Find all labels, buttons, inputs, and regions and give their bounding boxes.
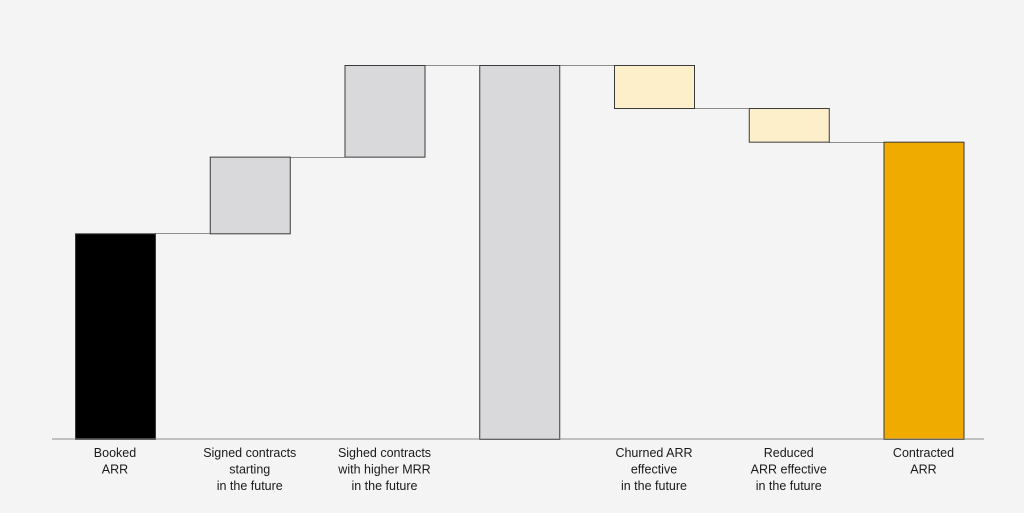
category-label-line: with higher MRR	[337, 463, 430, 477]
category-label-line: in the future	[621, 479, 687, 493]
category-label-line: Contracted	[893, 446, 954, 460]
category-label-line: ARR	[910, 463, 936, 477]
category-label-7: Contracted ARR	[893, 446, 954, 477]
bar-4	[479, 65, 561, 440]
category-label-line: Reduced	[764, 446, 814, 460]
category-label-2: Signed contracts starting in the future	[203, 446, 296, 493]
category-label-line: starting	[229, 463, 270, 477]
category-label-3: Sighed contracts with higher MRR in the fu…	[337, 446, 431, 493]
category-label-line: in the future	[217, 479, 283, 493]
category-label-line: ARR effective	[751, 463, 827, 477]
category-label-line: Booked	[94, 446, 136, 460]
bar-3	[344, 65, 426, 158]
category-label-6: Reduced ARR effective in the future	[751, 446, 827, 493]
connector-lines	[155, 65, 884, 234]
bar-2	[209, 156, 291, 235]
category-labels: Booked ARR Signed contracts starting in the …	[94, 446, 954, 493]
category-label-line: effective	[631, 463, 677, 477]
bars	[75, 65, 965, 440]
bar-1	[75, 233, 156, 440]
category-label-line: Sighed contracts	[338, 446, 431, 460]
category-label-1: Booked ARR	[94, 446, 136, 477]
bar-7	[883, 141, 965, 440]
bar-5	[614, 65, 695, 110]
category-label-line: in the future	[351, 479, 417, 493]
bar-6	[748, 108, 830, 143]
category-label-line: ARR	[102, 463, 128, 477]
category-label-line: in the future	[756, 479, 822, 493]
category-label-5: Churned ARR effective in the future	[615, 446, 692, 493]
category-label-line: Signed contracts	[203, 446, 296, 460]
category-label-line: Churned ARR	[615, 446, 692, 460]
